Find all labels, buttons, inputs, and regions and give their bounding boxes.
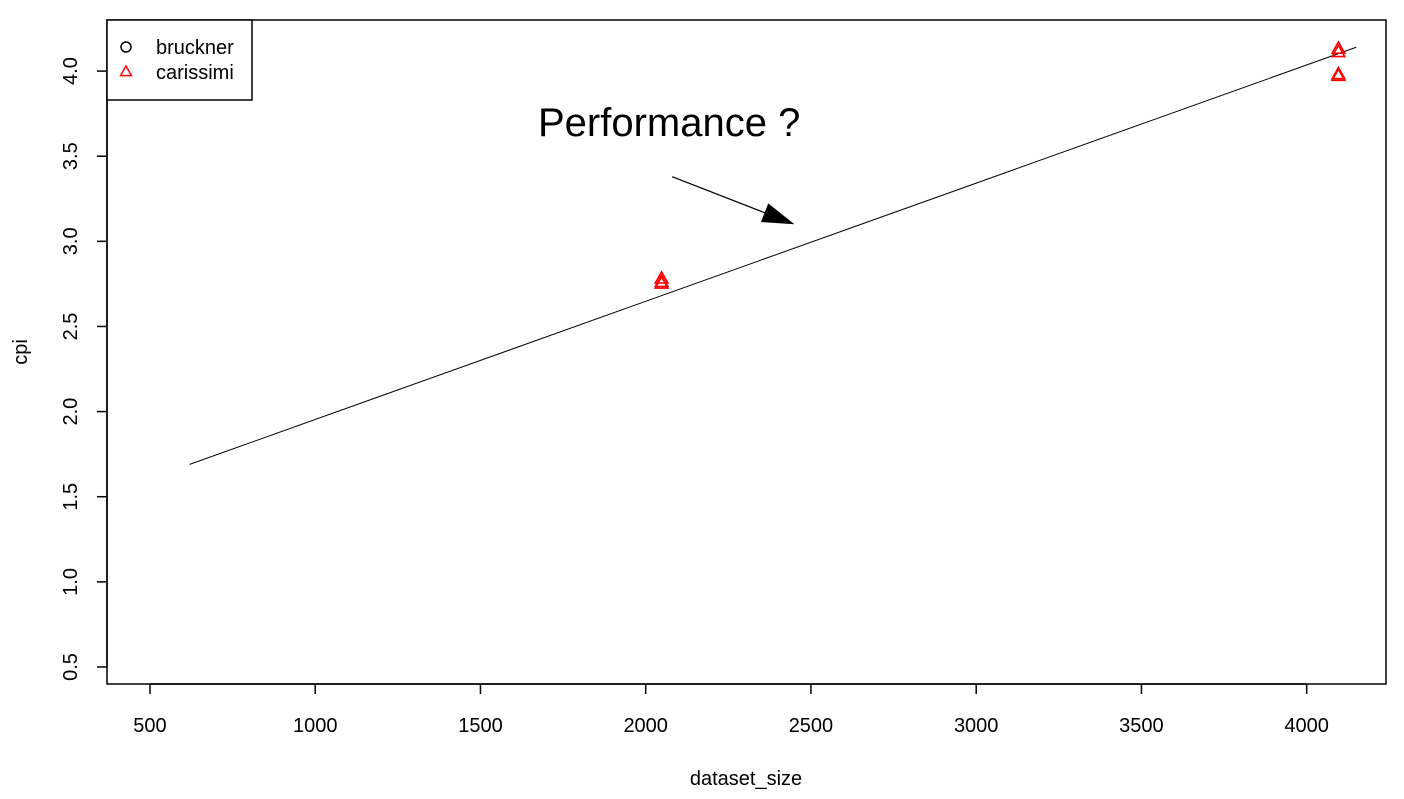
data-point-carissimi xyxy=(653,275,670,289)
data-point-carissimi xyxy=(1330,40,1347,54)
x-axis-label: dataset_size xyxy=(690,768,802,790)
x-tick-label: 500 xyxy=(133,715,166,737)
x-tick-label: 2000 xyxy=(623,715,668,737)
legend: bruckner carissimi xyxy=(106,19,253,101)
data-point-carissimi xyxy=(653,273,670,288)
x-tick-label: 3500 xyxy=(1119,715,1164,737)
y-tick-label: 0.5 xyxy=(60,653,82,681)
y-axis-label: cpi xyxy=(10,339,32,365)
data-point-carissimi xyxy=(653,270,670,284)
data-point-carissimi xyxy=(1330,65,1347,80)
data-point-carissimi xyxy=(1330,43,1347,58)
legend-label-bruckner: bruckner xyxy=(156,37,234,59)
legend-label-carissimi: carissimi xyxy=(156,62,234,84)
y-tick-label: 1.0 xyxy=(60,568,82,596)
trend-line xyxy=(189,46,1357,465)
legend-marker-carissimi xyxy=(119,64,133,77)
y-tick-label: 4.0 xyxy=(60,57,82,85)
y-tick-label: 2.5 xyxy=(60,313,82,341)
y-tick-label: 1.5 xyxy=(60,483,82,511)
x-tick-label: 3000 xyxy=(954,715,999,737)
x-tick-label: 1000 xyxy=(293,715,338,737)
x-tick-label: 2500 xyxy=(789,715,834,737)
legend-box xyxy=(106,19,253,101)
y-tick-label: 3.5 xyxy=(60,142,82,170)
y-tick-label: 3.0 xyxy=(60,227,82,255)
annotation-label: Performance ? xyxy=(538,101,800,145)
x-tick-label: 1500 xyxy=(458,715,503,737)
annotation-arrow-head xyxy=(760,203,795,225)
x-tick-label: 4000 xyxy=(1284,715,1329,737)
data-point-carissimi xyxy=(1330,67,1347,82)
annotation-arrow-shaft xyxy=(671,176,765,214)
legend-marker-bruckner xyxy=(120,41,132,53)
y-tick-label: 2.0 xyxy=(60,398,82,426)
